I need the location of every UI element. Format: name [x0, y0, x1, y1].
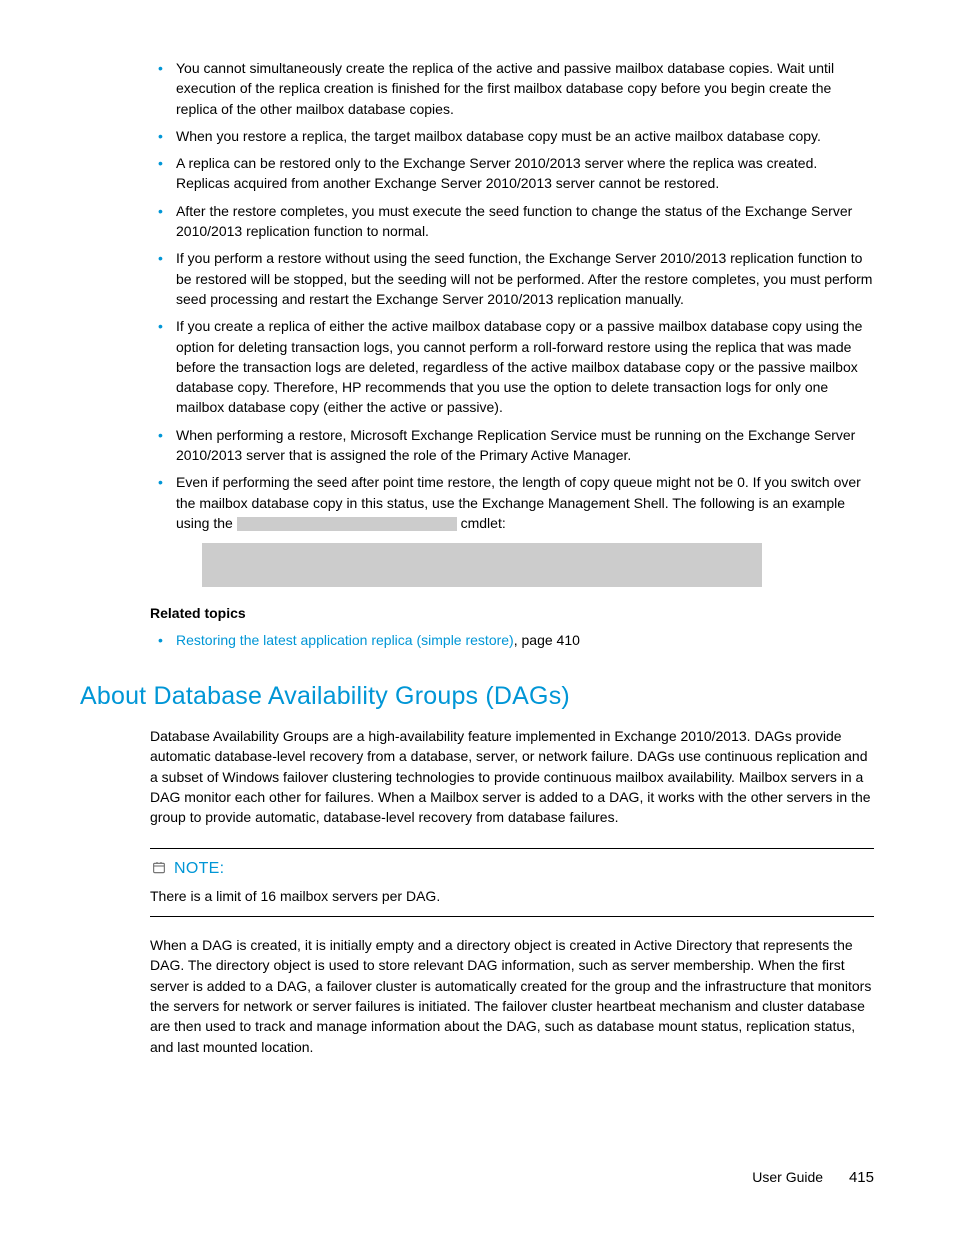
- related-topic-page-ref: , page 410: [514, 632, 580, 648]
- related-topic-link[interactable]: Restoring the latest application replica…: [176, 632, 514, 648]
- list-item: After the restore completes, you must ex…: [150, 201, 874, 242]
- footer-page-number: 415: [849, 1169, 874, 1186]
- note-rule-top: [150, 848, 874, 849]
- bullet-list-block: You cannot simultaneously create the rep…: [150, 58, 874, 650]
- dag-detail-paragraph: When a DAG is created, it is initially e…: [150, 935, 874, 1057]
- related-topics-header: Related topics: [150, 603, 874, 623]
- note-label: NOTE:: [174, 857, 224, 880]
- related-topic-item: Restoring the latest application replica…: [150, 630, 874, 650]
- list-item: If you create a replica of either the ac…: [150, 316, 874, 417]
- related-topics: Related topics Restoring the latest appl…: [150, 603, 874, 650]
- note-icon: [150, 859, 168, 877]
- bullet-text-suffix: cmdlet:: [457, 515, 506, 531]
- list-item: Even if performing the seed after point …: [150, 472, 874, 587]
- note-body: There is a limit of 16 mailbox servers p…: [150, 886, 874, 906]
- bullet-list: You cannot simultaneously create the rep…: [150, 58, 874, 587]
- page-footer: User Guide 415: [752, 1167, 874, 1189]
- note-rule-bottom: [150, 916, 874, 917]
- code-example-placeholder: [202, 543, 762, 587]
- list-item: A replica can be restored only to the Ex…: [150, 153, 874, 194]
- list-item: When you restore a replica, the target m…: [150, 126, 874, 146]
- list-item: When performing a restore, Microsoft Exc…: [150, 425, 874, 466]
- footer-doc-title: User Guide: [752, 1169, 823, 1185]
- note-block: NOTE: There is a limit of 16 mailbox ser…: [150, 848, 874, 917]
- dag-section-body: Database Availability Groups are a high-…: [150, 726, 874, 1057]
- list-item: If you perform a restore without using t…: [150, 248, 874, 309]
- cmdlet-placeholder: [237, 517, 457, 531]
- section-heading-dags: About Database Availability Groups (DAGs…: [80, 678, 874, 714]
- dag-intro-paragraph: Database Availability Groups are a high-…: [150, 726, 874, 827]
- list-item: You cannot simultaneously create the rep…: [150, 58, 874, 119]
